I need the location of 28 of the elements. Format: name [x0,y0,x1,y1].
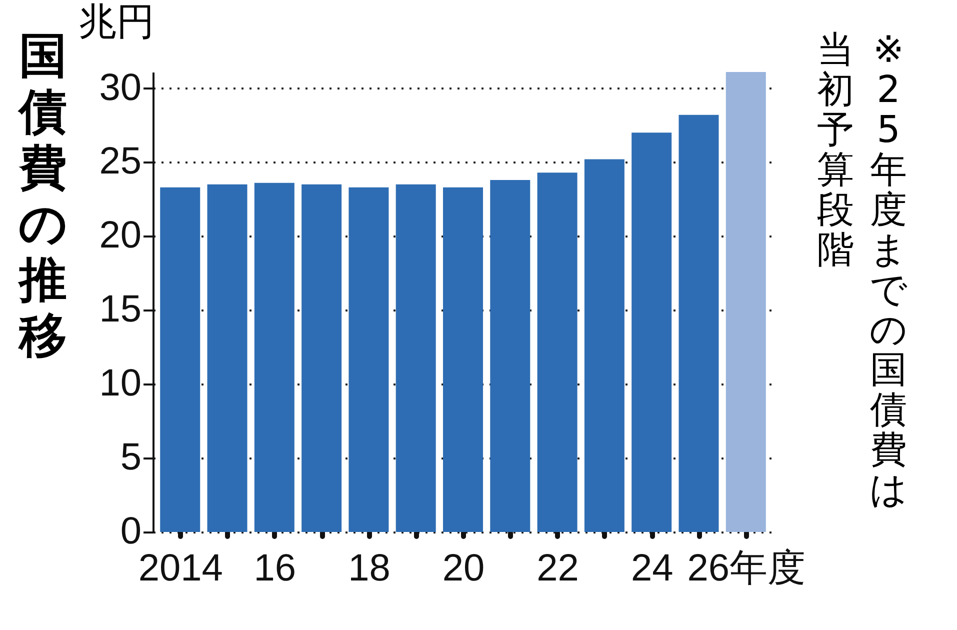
bar [678,114,719,532]
x-tick-label: 20 [442,548,485,590]
bar [302,184,342,532]
y-tick-label: 25 [99,140,142,183]
y-tick-label: 20 [99,214,142,257]
text: ※25年度までの国債費は当初予算段階 [817,28,908,511]
y-tick-label: 30 [99,66,142,109]
bar [348,187,389,532]
x-tick-label: 16 [254,548,296,590]
x-tick-label: 26年度 [687,548,806,590]
bar [632,132,672,532]
y-tick-label: 5 [120,436,142,479]
y-tick-label: 15 [99,288,142,331]
bar [490,180,530,532]
x-tick-label: 18 [348,548,390,590]
x-tick-label: 24 [630,548,674,590]
bar [254,182,294,532]
bar [396,184,436,532]
bar [443,187,483,532]
x-tick-label: 22 [536,548,579,590]
y-axis-title: 兆円 [78,2,154,44]
bar [726,72,766,532]
text: 国債費の推移 [16,28,68,364]
bar [584,159,624,532]
bar [160,187,200,532]
y-tick-label: 10 [99,362,142,405]
bar [207,184,248,532]
bar [537,172,578,532]
